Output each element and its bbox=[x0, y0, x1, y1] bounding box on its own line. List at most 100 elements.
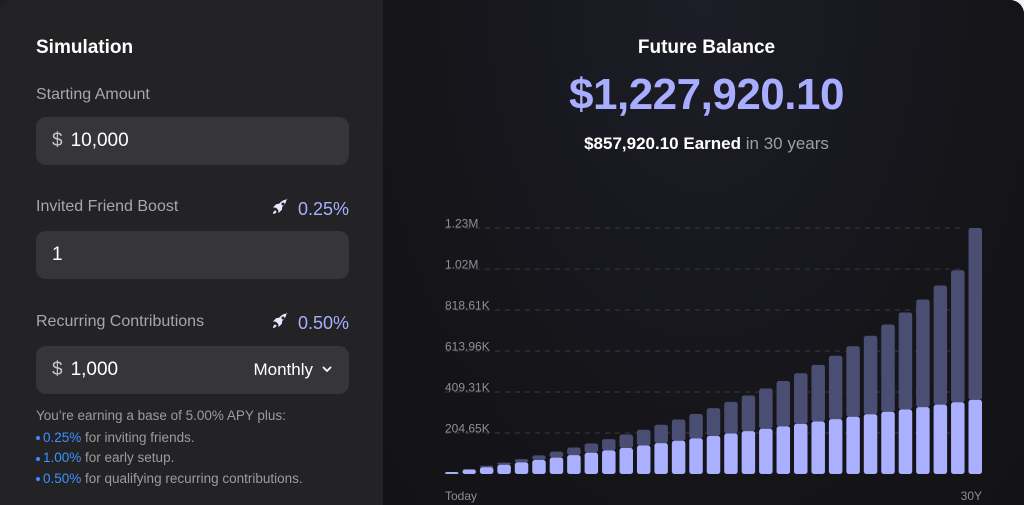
bar-earned bbox=[916, 299, 930, 408]
bar-principal bbox=[689, 438, 703, 474]
bar-principal bbox=[741, 431, 756, 474]
simulation-panel: Simulation Starting Amount $ 10,000 Invi… bbox=[0, 0, 383, 505]
bonus-pct: 0.50% bbox=[43, 470, 82, 486]
frequency-select[interactable]: Monthly bbox=[253, 360, 333, 380]
bar-earned bbox=[933, 285, 948, 405]
bar-principal bbox=[863, 414, 878, 474]
bar-principal bbox=[549, 457, 564, 474]
starting-amount-label: Starting Amount bbox=[36, 86, 150, 103]
bonus-text: for inviting friends. bbox=[81, 429, 195, 445]
y-tick-label: 613.96K bbox=[445, 340, 490, 354]
apy-note-intro: You’re earning a base of 5.00% APY plus: bbox=[36, 408, 286, 423]
bar-principal bbox=[846, 416, 860, 474]
recurring-boost-value: 0.50% bbox=[297, 313, 349, 333]
friend-boost-value: 0.25% bbox=[297, 199, 349, 219]
starting-amount-value: 10,000 bbox=[70, 130, 129, 151]
bar-principal bbox=[724, 433, 738, 474]
bar-principal bbox=[968, 399, 982, 474]
currency-prefix: $ bbox=[52, 359, 63, 380]
bar-principal bbox=[706, 435, 721, 474]
bar-principal bbox=[828, 419, 843, 474]
bar-earned bbox=[968, 228, 982, 400]
bar-earned bbox=[549, 451, 564, 458]
bar-earned bbox=[497, 462, 511, 465]
y-tick-label: 1.02M bbox=[445, 258, 478, 272]
bar-principal bbox=[532, 459, 546, 474]
panel-title: Simulation bbox=[36, 37, 134, 58]
list-item: 0.50% for qualifying recurring contribut… bbox=[36, 469, 303, 490]
bar-earned bbox=[671, 419, 686, 441]
bar-principal bbox=[514, 462, 529, 474]
frequency-value: Monthly bbox=[253, 360, 313, 379]
bar-principal bbox=[479, 467, 494, 474]
rocket-icon bbox=[270, 197, 290, 222]
bar-earned bbox=[584, 443, 599, 453]
bar-principal bbox=[776, 426, 791, 474]
bar-principal bbox=[636, 445, 651, 474]
bar-earned bbox=[741, 395, 756, 432]
recurring-label: Recurring Contributions bbox=[36, 313, 205, 330]
y-tick-label: 818.61K bbox=[445, 299, 490, 313]
bar-principal bbox=[951, 402, 965, 474]
future-balance-amount: $1,227,920.10 bbox=[569, 70, 844, 119]
bar-earned bbox=[828, 355, 843, 420]
bar-earned bbox=[706, 408, 721, 436]
bar-earned bbox=[846, 346, 860, 417]
bar-earned bbox=[951, 270, 965, 403]
bar-principal bbox=[671, 440, 686, 474]
bar-principal bbox=[619, 447, 633, 474]
bar-earned bbox=[898, 312, 913, 410]
bar-principal bbox=[811, 421, 825, 474]
earned-period: in 30 years bbox=[745, 134, 829, 153]
bar-principal bbox=[794, 423, 808, 474]
bar-earned bbox=[863, 335, 878, 415]
bar-principal bbox=[602, 450, 616, 474]
x-tick-label: Today bbox=[445, 489, 477, 503]
list-item: 0.25% for inviting friends. bbox=[36, 428, 303, 449]
bar-principal bbox=[584, 452, 599, 474]
bar-principal bbox=[881, 411, 895, 474]
bonus-text: for qualifying recurring contributions. bbox=[81, 470, 303, 486]
friend-boost-badge: 0.25% bbox=[270, 197, 349, 222]
list-item: 1.00% for early setup. bbox=[36, 448, 303, 469]
recurring-amount-input[interactable]: $ 1,000 Monthly bbox=[36, 346, 349, 394]
bar-principal bbox=[462, 469, 476, 474]
bar-principal bbox=[759, 428, 773, 474]
rocket-icon bbox=[270, 311, 290, 336]
bar-earned bbox=[794, 373, 808, 424]
bar-earned bbox=[776, 381, 791, 427]
bar-earned bbox=[654, 424, 668, 444]
bar-earned bbox=[619, 434, 633, 448]
bar-principal bbox=[933, 404, 948, 474]
bonus-text: for early setup. bbox=[81, 450, 175, 465]
bar-principal bbox=[445, 471, 459, 474]
earned-summary: $857,920.10 Earned in 30 years bbox=[383, 134, 1024, 154]
bar-earned bbox=[724, 401, 738, 434]
y-tick-label: 409.31K bbox=[445, 381, 490, 395]
bar-principal bbox=[916, 407, 930, 474]
bonus-pct: 1.00% bbox=[43, 450, 82, 465]
friends-invited-value: 1 bbox=[52, 244, 63, 265]
bar-earned bbox=[759, 388, 773, 429]
currency-prefix: $ bbox=[52, 130, 63, 151]
future-balance-panel: Future Balance $1,227,920.10 $857,920.10… bbox=[383, 0, 1024, 505]
friend-boost-label: Invited Friend Boost bbox=[36, 198, 179, 215]
starting-amount-input[interactable]: $ 10,000 bbox=[36, 117, 349, 165]
bar-earned bbox=[636, 429, 651, 446]
recurring-amount-value: 1,000 bbox=[70, 359, 119, 380]
earned-label: Earned bbox=[683, 134, 741, 153]
bar-earned bbox=[567, 447, 581, 456]
bar-principal bbox=[497, 464, 511, 474]
bar-earned bbox=[811, 364, 825, 422]
bar-principal bbox=[654, 443, 668, 474]
bonus-pct: 0.25% bbox=[43, 429, 82, 445]
balance-bar-chart: 1.23M 1.02M 818.61K 613.96K 409.31K 204.65K To… bbox=[445, 217, 982, 503]
bar-earned bbox=[532, 455, 546, 460]
bar-principal bbox=[898, 409, 913, 474]
bar-principal bbox=[567, 455, 581, 474]
recurring-boost-badge: 0.50% bbox=[270, 311, 349, 336]
future-balance-title: Future Balance bbox=[637, 37, 776, 58]
apy-bonus-list: 0.25% for inviting friends. 1.00% for ea… bbox=[36, 428, 303, 490]
friends-invited-input[interactable]: 1 bbox=[36, 231, 349, 279]
